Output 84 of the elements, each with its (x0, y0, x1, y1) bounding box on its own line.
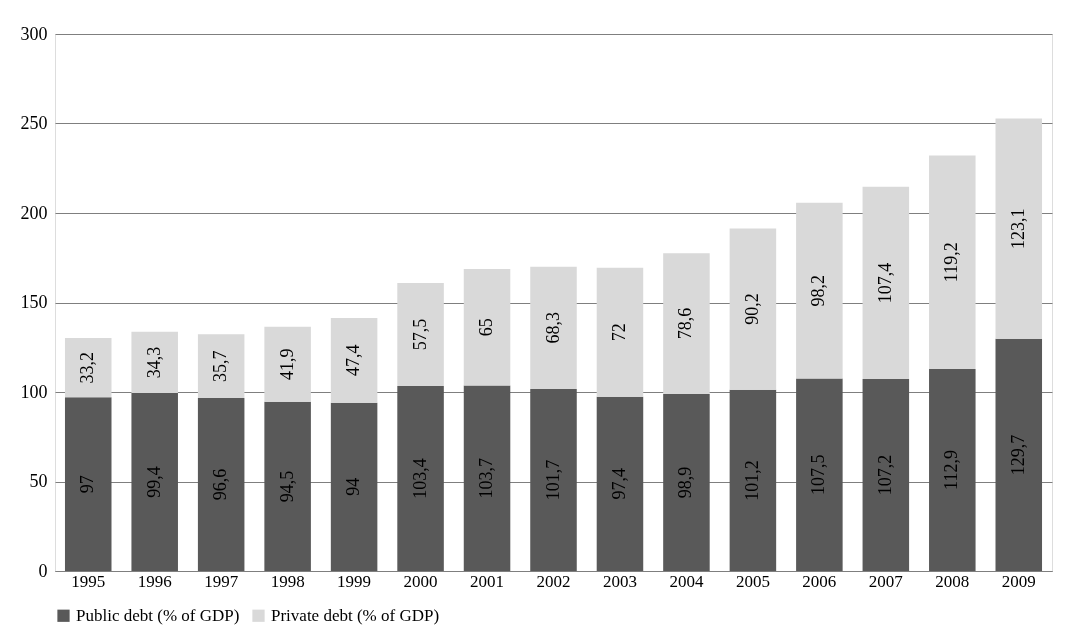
bar (463, 385, 511, 571)
bar (596, 267, 644, 397)
data-label: 90,2 (741, 293, 762, 325)
bar (397, 385, 444, 571)
data-label: 65 (476, 318, 497, 337)
x-tick-label: 1999 (337, 571, 372, 591)
bar (264, 401, 311, 571)
bar (131, 331, 178, 394)
bar (197, 398, 245, 571)
data-label: 57,5 (409, 318, 430, 351)
bar (663, 393, 710, 571)
data-label: 107,5 (808, 454, 829, 496)
bar (796, 202, 843, 379)
bar (596, 396, 644, 571)
bar (862, 379, 910, 571)
legend-label: Public debt (% of GDP) (76, 605, 240, 625)
data-label: 97,4 (608, 468, 629, 500)
bar (530, 266, 577, 389)
x-tick-label: 2005 (735, 571, 770, 591)
legend-label: Private debt (% of GDP) (271, 605, 440, 625)
x-tick-label: 2009 (1001, 571, 1036, 591)
x-tick-label: 1996 (137, 571, 172, 591)
bar (663, 253, 710, 394)
y-tick-label: 250 (20, 113, 48, 133)
bar (64, 397, 112, 571)
data-label: 98,2 (808, 274, 829, 307)
data-label: 103,7 (476, 457, 497, 499)
bar (397, 282, 444, 386)
x-tick-label: 2007 (868, 571, 904, 591)
y-tick-label: 50 (29, 471, 48, 491)
bar (862, 186, 910, 380)
data-label: 99,4 (143, 466, 164, 498)
x-tick-label: 2003 (602, 571, 637, 591)
data-label: 33,2 (77, 351, 98, 384)
data-label: 107,2 (874, 454, 895, 496)
data-label: 119,2 (941, 242, 962, 283)
bar (330, 402, 378, 571)
x-tick-label: 2008 (935, 571, 970, 591)
data-label: 47,4 (343, 344, 364, 377)
bar (729, 228, 777, 390)
data-label: 112,9 (941, 450, 962, 490)
x-tick-label: 2001 (470, 571, 505, 591)
data-label: 78,6 (675, 307, 696, 340)
y-tick-label: 200 (20, 202, 48, 223)
bar (929, 155, 976, 369)
y-tick-label: 150 (20, 292, 48, 312)
data-label: 34,3 (143, 346, 164, 379)
bar (64, 337, 112, 398)
data-label: 72 (608, 323, 629, 342)
data-label: 123,1 (1007, 208, 1028, 249)
bar (197, 334, 245, 399)
data-label: 129,7 (1007, 434, 1028, 476)
data-label: 101,7 (542, 459, 563, 501)
data-label: 98,9 (675, 466, 696, 499)
bar (264, 326, 311, 402)
data-label: 41,9 (276, 348, 297, 381)
data-label: 94,5 (276, 470, 297, 503)
data-label: 68,3 (542, 312, 563, 344)
bar (463, 269, 511, 386)
x-tick-label: 1997 (204, 571, 239, 591)
y-tick-label: 300 (20, 23, 48, 44)
x-tick-label: 1995 (71, 571, 106, 591)
bar (131, 393, 178, 571)
x-tick-label: 1998 (270, 571, 305, 591)
data-label: 35,7 (210, 350, 231, 382)
data-label: 97 (77, 475, 98, 494)
bar (995, 338, 1043, 571)
data-label: 94 (343, 477, 364, 496)
bar (330, 317, 378, 403)
bar (995, 118, 1043, 339)
bar (796, 378, 843, 571)
x-tick-label: 2006 (802, 571, 837, 591)
data-label: 96,6 (210, 468, 231, 501)
x-tick-label: 2002 (536, 571, 571, 591)
bar (929, 368, 976, 571)
y-tick-label: 0 (38, 560, 48, 581)
bar (530, 388, 577, 571)
data-label: 107,4 (874, 262, 895, 304)
y-tick-label: 100 (20, 381, 48, 402)
data-label: 103,4 (409, 458, 430, 499)
x-tick-label: 2000 (403, 571, 438, 591)
data-label: 101,2 (741, 460, 762, 501)
x-tick-label: 2004 (669, 571, 704, 591)
bar (729, 389, 777, 571)
